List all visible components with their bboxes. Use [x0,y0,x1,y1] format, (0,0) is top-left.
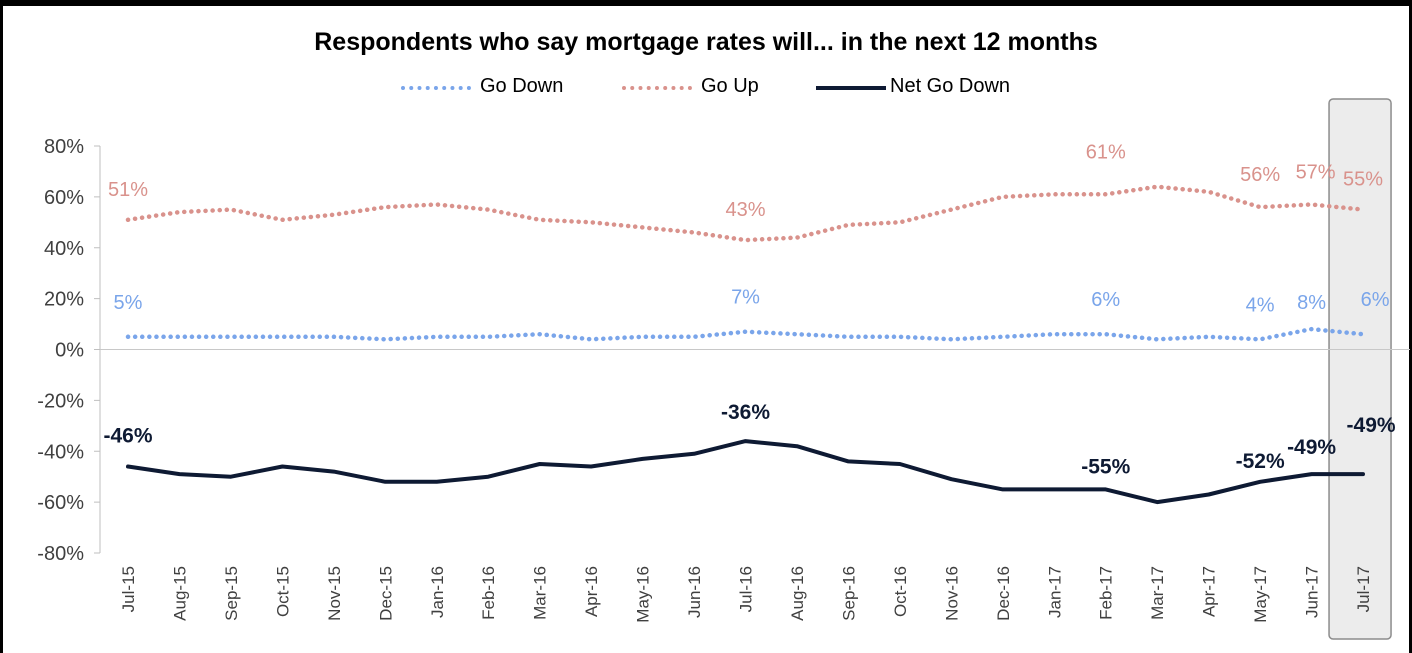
y-tick-label: 40% [44,238,84,260]
data-label-net-go-down: -36% [721,401,770,424]
data-label-go-down: 4% [1246,294,1275,316]
x-tick-label: Feb-17 [1097,566,1116,620]
data-label-net-go-down: -52% [1236,450,1285,473]
series-line-net-go-down [126,439,1365,505]
y-tick-label: 20% [44,289,84,311]
data-label-go-up: 57% [1296,162,1336,184]
x-tick-label: Jul-15 [119,566,138,612]
x-tick-label: Jul-16 [737,566,756,612]
x-tick-label: Dec-16 [994,566,1013,621]
chart-title: Respondents who say mortgage rates will.… [314,28,1098,56]
x-tick-label: Nov-16 [942,566,961,621]
legend-swatch-net-go-down [816,86,886,90]
x-tick-label: Jan-17 [1045,566,1064,618]
data-label-go-up: 55% [1343,169,1383,191]
highlight-box [1328,98,1392,640]
data-label-go-up: 51% [108,179,148,201]
y-tick-label: -40% [37,441,84,463]
chart-legend: Go Down Go Up Net Go Down [0,73,1412,101]
x-tick-label: Mar-16 [531,566,550,620]
y-tick-label: -60% [37,492,84,514]
data-label-net-go-down: -49% [1287,436,1336,459]
x-tick-label: Oct-16 [891,566,910,617]
x-tick-label: Jun-16 [685,566,704,618]
data-label-go-down: 6% [1361,289,1390,311]
y-tick-label: 0% [55,340,84,362]
x-tick-label: Apr-16 [582,566,601,617]
data-label-net-go-down: -49% [1347,414,1396,437]
data-label-net-go-down: -46% [103,425,152,448]
data-label-net-go-down: -55% [1081,455,1130,478]
x-tick-label: Mar-17 [1148,566,1167,620]
x-tick-label: Oct-15 [273,566,292,617]
data-label-go-up: 43% [726,199,766,221]
x-tick-label: Jun-17 [1303,566,1322,618]
data-label-go-up: 56% [1240,164,1280,186]
x-tick-label: Sep-15 [222,566,241,621]
x-tick-label: Dec-15 [376,566,395,621]
x-tick-label: May-16 [634,566,653,623]
data-label-go-down: 5% [114,292,143,314]
series-line-go-down [125,326,1366,342]
x-tick-label: Aug-15 [170,566,189,621]
x-tick-label: Feb-16 [479,566,498,620]
legend-swatch-go-down [401,86,471,90]
x-tick-label: Nov-15 [325,566,344,621]
y-tick-label: 60% [44,187,84,209]
legend-label-net-go-down: Net Go Down [890,75,1011,97]
legend-label-go-up: Go Up [701,75,759,97]
x-tick-label: May-17 [1251,566,1270,623]
legend-label-go-down: Go Down [480,75,564,97]
data-label-go-down: 8% [1297,292,1326,314]
series-line-go-up [125,184,1366,243]
data-label-go-down: 7% [731,287,760,309]
data-label-go-down: 6% [1091,289,1120,311]
x-tick-label: Jan-16 [428,566,447,618]
legend-swatch-go-up [622,86,692,90]
y-tick-label: -20% [37,390,84,412]
x-tick-label: Aug-16 [788,566,807,621]
x-tick-label: Sep-16 [839,566,858,621]
data-label-go-up: 61% [1086,141,1126,163]
y-tick-label: -80% [37,543,84,565]
x-tick-label: Apr-17 [1200,566,1219,617]
y-tick-label: 80% [44,136,84,158]
x-tick-label: Jul-17 [1354,566,1373,612]
